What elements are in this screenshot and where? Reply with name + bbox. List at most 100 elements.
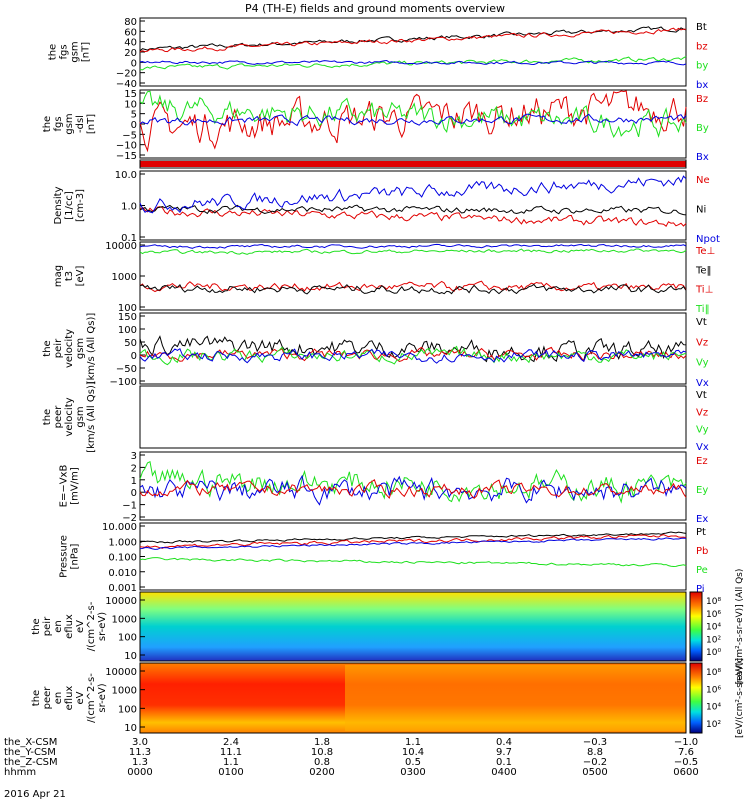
y-axis-label-line: peer: [53, 405, 64, 429]
series-line-Te‖: [139, 283, 687, 295]
y-tick-label: 15: [124, 89, 137, 100]
y-axis-label-line: fgs: [59, 44, 70, 59]
plot-frame: [139, 170, 687, 241]
y-axis-label-line: [nT]: [86, 114, 97, 134]
y-axis-label-line: eflux: [64, 686, 75, 711]
legend-entry: Pe: [696, 565, 708, 576]
y-tick-label: 10: [124, 723, 137, 734]
y-axis-label-line: fgs: [53, 116, 64, 131]
x-axis-row-value: 0400: [491, 767, 516, 778]
panel-peer-velocity: Vt Vz Vy Vx the peer velocity gsm [km/s (All Qs)…: [42, 381, 709, 453]
y-axis-label-line: eflux: [64, 614, 75, 639]
mode-bar-fill: [140, 161, 686, 167]
legend-entry: Ez: [696, 456, 708, 467]
x-axis-row-value: 0500: [582, 767, 607, 778]
x-axis-row-value: 1.1: [223, 757, 239, 768]
mode-bar-frame: [139, 159, 687, 169]
colorbar-tick-label: 10²: [706, 635, 721, 645]
y-tick-label: 0.1: [121, 233, 137, 244]
series-line-By: [139, 90, 687, 139]
y-tick-label: −5: [122, 130, 137, 141]
legend-entry: bz: [696, 41, 708, 52]
x-axis-row-label: the_X-CSM: [4, 737, 57, 748]
y-tick-label: 0: [131, 58, 137, 69]
y-axis-label-line: gsm: [70, 41, 81, 62]
y-tick-label: 60: [124, 27, 137, 38]
y-tick-label: 1: [131, 476, 137, 487]
series-line-Ez: [139, 479, 687, 500]
legend-entry: Vt: [696, 390, 707, 401]
legend-entry: Bt: [696, 22, 707, 33]
y-tick-label: −10: [116, 141, 137, 152]
y-tick-label: 10.0: [115, 170, 137, 181]
series-line-Pt: [139, 531, 687, 544]
series-line-Pb: [139, 534, 687, 549]
y-tick-label: 50: [124, 338, 137, 349]
y-tick-label: −2: [122, 513, 137, 524]
panel-peir-en-eflux: 10000 1000 100 10 10⁸ 10⁶ 10⁴ 10² 10⁰ [eV/(cm²-s-…: [31, 569, 745, 685]
x-axis-row-value: 9.7: [496, 747, 512, 758]
heatmap-late-band: [345, 665, 686, 731]
y-tick-label: 1000: [112, 614, 137, 625]
legend-entry: Ni: [696, 205, 706, 216]
x-axis-row-value: 7.6: [678, 747, 694, 758]
y-tick-label: 100: [118, 303, 137, 314]
y-tick-label: 1000: [112, 686, 137, 697]
y-axis-label-line: [km/s (All Qs)]: [86, 381, 97, 453]
series-line-Pe: [139, 557, 687, 568]
y-tick-label: 20: [124, 48, 137, 59]
y-tick-label: 10000: [105, 667, 137, 678]
series-line-bx: [139, 59, 687, 66]
y-axis-label-line: peir: [53, 338, 64, 358]
panel-peer-en-eflux: 10000 1000 100 10 10⁸ 10⁶ 10⁴ 10² [eV/(cm²-s-sr-…: [31, 658, 745, 738]
legend-entry: Vx: [696, 442, 709, 453]
colorbar-tick-label: 10⁰: [706, 648, 721, 658]
y-axis-label-line: gsm: [75, 338, 86, 359]
y-tick-label: 5: [131, 110, 137, 121]
y-axis-label-line: en: [53, 692, 64, 705]
colorbar-tick-label: 10⁸: [706, 597, 721, 607]
x-axis-row-value: 0300: [400, 767, 425, 778]
x-axis-row-value: 0000: [127, 767, 152, 778]
y-axis-label-line: gsm: [75, 406, 86, 427]
y-tick-label: 10: [124, 99, 137, 110]
y-tick-label: −50: [116, 364, 137, 375]
panel-mode-bar: [139, 159, 687, 169]
legend-entry: Vy: [696, 358, 709, 369]
colorbar-tick-label: 10⁴: [706, 703, 721, 713]
legend-entry: By: [696, 123, 709, 134]
colorbar-label: [eV/(cm²-s-sr-eV)]: [735, 658, 745, 738]
x-axis-row-value: 11.1: [220, 747, 242, 758]
x-axis-row-value: 8.8: [587, 747, 603, 758]
x-axis-annotations: the_X-CSM 3.0 2.4 1.8 1.1 0.4 −0.3 −1.0 the_Y-CS…: [4, 737, 699, 778]
y-axis-label-line: [nPa]: [70, 543, 81, 569]
legend-entry: Ti‖: [695, 304, 710, 315]
y-axis-label-line: [km/s (All Qs)]: [86, 313, 97, 385]
y-axis-label-line: the: [42, 409, 53, 425]
x-axis-row-label: the_Z-CSM: [4, 757, 58, 768]
plot-frame: [139, 241, 687, 311]
y-tick-label: 10.000: [102, 522, 137, 533]
plot-frame: [139, 17, 687, 87]
y-axis-label-line: peer: [42, 686, 53, 710]
x-axis-row-value: 0.5: [405, 757, 421, 768]
legend-entry: Ti⊥: [695, 285, 713, 296]
y-axis-label-line: [nT]: [81, 42, 92, 62]
y-axis-label-line: sr-eV): [97, 612, 108, 641]
series-line-Vy: [139, 345, 687, 366]
y-tick-label: −1: [122, 501, 137, 512]
series-line-Ne: [139, 206, 687, 227]
legend-entry: Vt: [696, 317, 707, 328]
plot-frame: [139, 522, 687, 591]
y-tick-label: −100: [110, 377, 137, 388]
y-axis-label-line: the: [31, 618, 42, 634]
series-line-bz: [139, 27, 687, 53]
y-tick-label: 40: [124, 38, 137, 49]
colorbar-tick-label: 10⁴: [706, 623, 721, 633]
heatmap-frame: [139, 591, 687, 662]
y-axis-label-line: gsm: [64, 113, 75, 134]
legend-entry: Bx: [696, 152, 709, 163]
y-tick-label: 0.100: [108, 553, 137, 564]
y-axis-label-line: peir: [42, 616, 53, 636]
